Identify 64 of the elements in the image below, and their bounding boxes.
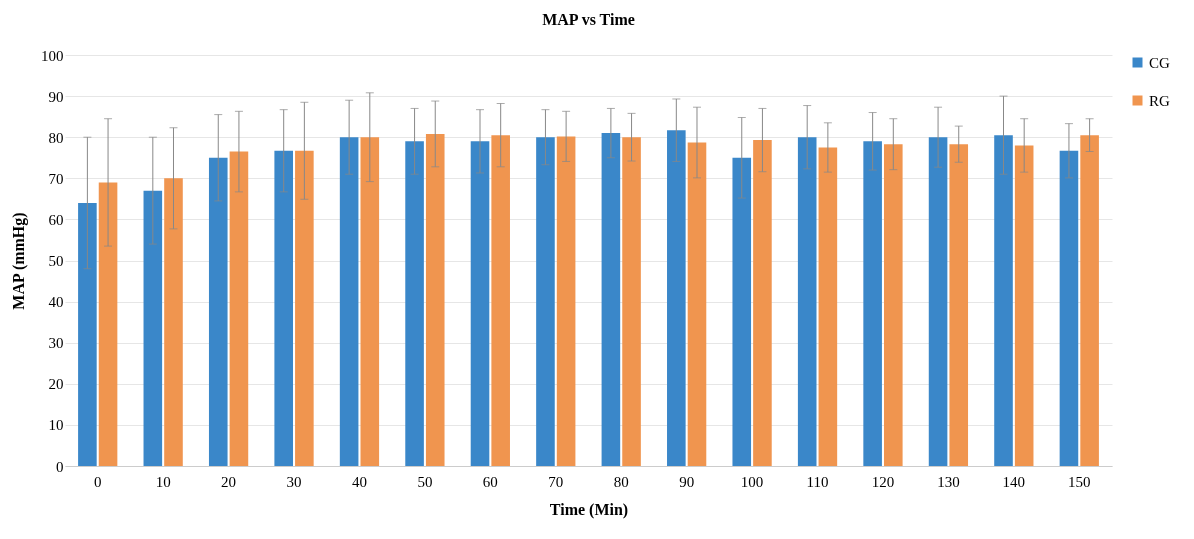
y-tick-label: 40 [48, 294, 64, 311]
x-tick-label: 30 [286, 473, 302, 490]
y-axis-title: MAP (mmHg) [10, 212, 28, 310]
bar [928, 137, 948, 466]
x-tick-label: 150 [1068, 473, 1091, 490]
legend-label: RG [1149, 92, 1170, 109]
y-tick-label: 80 [48, 129, 64, 146]
bar [1014, 145, 1034, 466]
y-tick-label: 50 [48, 253, 64, 269]
bar [556, 136, 576, 466]
x-tick-label: 20 [221, 473, 237, 490]
x-tick-label: 90 [679, 473, 695, 490]
bar [667, 130, 686, 466]
bar [208, 157, 228, 466]
x-tick-label: 100 [740, 473, 764, 490]
bar [98, 182, 118, 466]
y-tick-label: 0 [56, 458, 64, 475]
y-tick-label: 70 [48, 170, 64, 187]
x-tick-label: 110 [806, 473, 829, 490]
bar [143, 190, 163, 466]
x-axis-title: Time (Min) [549, 500, 629, 519]
x-tick-label: 50 [417, 473, 433, 490]
x-tick-label: 80 [613, 473, 629, 490]
bar [536, 137, 555, 466]
y-tick-label: 10 [48, 417, 64, 434]
x-tick-label: 40 [351, 473, 367, 490]
bar [732, 157, 752, 466]
bar [78, 202, 97, 466]
y-tick-label: 90 [48, 88, 64, 105]
y-tick-label: 100 [41, 47, 64, 64]
x-tick-label: 10 [155, 473, 171, 490]
x-tick-label: 130 [937, 473, 960, 490]
x-tick-label: 0 [93, 473, 102, 490]
bar [425, 133, 445, 466]
bar [601, 133, 621, 466]
bar [622, 137, 641, 466]
bar [994, 135, 1013, 466]
bar [687, 142, 707, 466]
x-tick-label: 70 [548, 473, 564, 490]
bar [491, 135, 510, 466]
bar [863, 141, 882, 466]
x-tick-label: 120 [871, 473, 895, 490]
x-tick-label: 140 [1002, 473, 1026, 490]
y-tick-label: 60 [48, 211, 64, 228]
bar [164, 178, 183, 466]
bar [884, 144, 903, 466]
bar [949, 144, 969, 466]
bar [405, 141, 424, 466]
legend-label: CG [1149, 54, 1170, 71]
bar [339, 137, 359, 466]
bar [818, 147, 838, 466]
bar [470, 141, 490, 466]
bar [797, 137, 817, 466]
bar [229, 151, 249, 466]
bar [295, 150, 314, 466]
x-tick-label: 60 [482, 473, 498, 490]
bar [1059, 150, 1079, 466]
bar [1080, 135, 1099, 466]
chart-title: MAP vs Time [542, 11, 635, 28]
y-tick-label: 20 [48, 376, 64, 393]
bar [360, 137, 380, 466]
y-tick-label: 30 [48, 335, 64, 352]
bar [753, 140, 772, 466]
bar [274, 150, 293, 466]
